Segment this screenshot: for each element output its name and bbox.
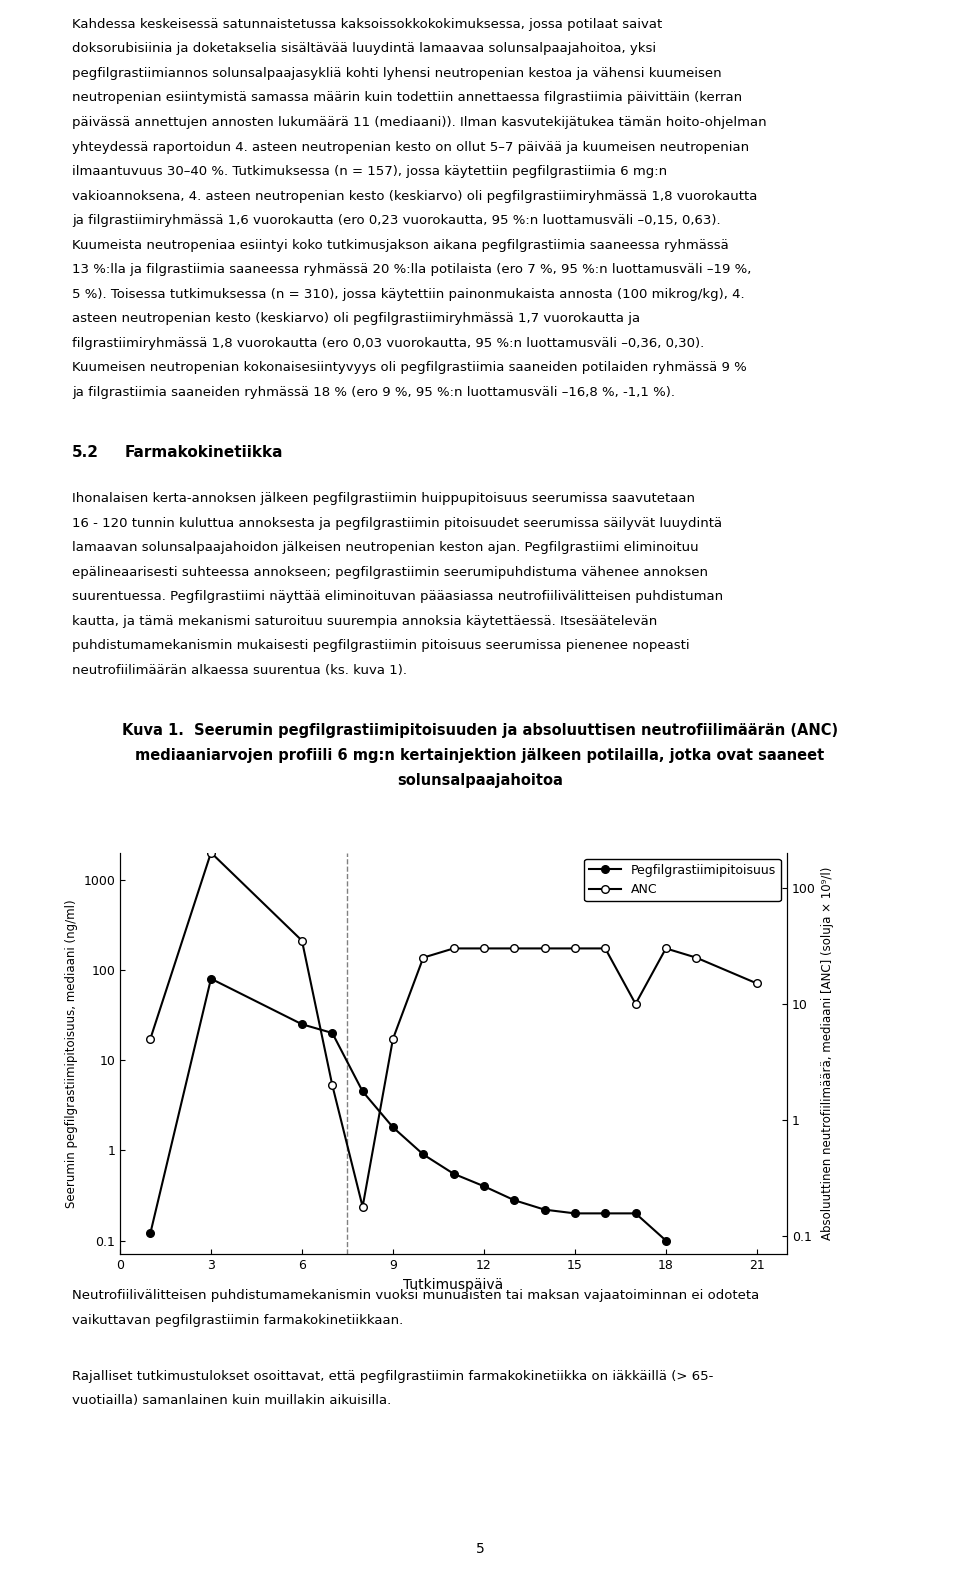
Text: Ihonalaisen kerta-annoksen jälkeen pegfilgrastiimin huippupitoisuus seerumissa s: Ihonalaisen kerta-annoksen jälkeen pegfi… [72,492,695,504]
Text: Rajalliset tutkimustulokset osoittavat, että pegfilgrastiimin farmakokinetiikka : Rajalliset tutkimustulokset osoittavat, … [72,1370,713,1382]
Text: Kuva 1.  Seerumin pegfilgrastiimipitoisuuden ja absoluuttisen neutrofiilimäärän : Kuva 1. Seerumin pegfilgrastiimipitoisuu… [122,723,838,738]
Text: asteen neutropenian kesto (keskiarvo) oli pegfilgrastiimiryhmässä 1,7 vuorokautt: asteen neutropenian kesto (keskiarvo) ol… [72,312,640,325]
Text: solunsalpaajahoitoa: solunsalpaajahoitoa [397,772,563,788]
Text: ilmaantuvuus 30–40 %. Tutkimuksessa (n = 157), jossa käytettiin pegfilgrastiimia: ilmaantuvuus 30–40 %. Tutkimuksessa (n =… [72,165,667,178]
Text: doksorubisiinia ja doketakselia sisältävää luuydintä lamaavaa solunsalpaajahoito: doksorubisiinia ja doketakselia sisältäv… [72,43,656,55]
Text: mediaaniarvojen profiili 6 mg:n kertainjektion jälkeen potilailla, jotka ovat sa: mediaaniarvojen profiili 6 mg:n kertainj… [135,747,825,763]
Text: filgrastiimiryhmässä 1,8 vuorokautta (ero 0,03 vuorokautta, 95 %:n luottamusväli: filgrastiimiryhmässä 1,8 vuorokautta (er… [72,337,705,350]
Text: 13 %:lla ja filgrastiimia saaneessa ryhmässä 20 %:lla potilaista (ero 7 %, 95 %:: 13 %:lla ja filgrastiimia saaneessa ryhm… [72,263,752,276]
Text: Kuumeista neutropeniaa esiintyi koko tutkimusjakson aikana pegfilgrastiimia saan: Kuumeista neutropeniaa esiintyi koko tut… [72,238,729,252]
Text: puhdistumamekanismin mukaisesti pegfilgrastiimin pitoisuus seerumissa pienenee n: puhdistumamekanismin mukaisesti pegfilgr… [72,638,689,652]
Text: lamaavan solunsalpaajahoidon jälkeisen neutropenian keston ajan. Pegfilgrastiimi: lamaavan solunsalpaajahoidon jälkeisen n… [72,541,699,555]
Text: 16 - 120 tunnin kuluttua annoksesta ja pegfilgrastiimin pitoisuudet seerumissa s: 16 - 120 tunnin kuluttua annoksesta ja p… [72,517,722,530]
Text: neutropenian esiintymistä samassa määrin kuin todettiin annettaessa filgrastiimi: neutropenian esiintymistä samassa määrin… [72,91,742,104]
Text: päivässä annettujen annosten lukumäärä 11 (mediaani)). Ilman kasvutekijätukea tä: päivässä annettujen annosten lukumäärä 1… [72,117,767,129]
Text: epälineaarisesti suhteessa annokseen; pegfilgrastiimin seerumipuhdistuma vähenee: epälineaarisesti suhteessa annokseen; pe… [72,566,708,578]
X-axis label: Tutkimuspäivä: Tutkimuspäivä [403,1278,504,1292]
Text: Kahdessa keskeisessä satunnaistetussa kaksoissokkokokimuksessa, jossa potilaat s: Kahdessa keskeisessä satunnaistetussa ka… [72,17,662,32]
Text: pegfilgrastiimiannos solunsalpaajasykliä kohti lyhensi neutropenian kestoa ja vä: pegfilgrastiimiannos solunsalpaajasykliä… [72,66,722,80]
Y-axis label: Seerumin pegfilgrastiimipitoisuus, mediaani (ng/ml): Seerumin pegfilgrastiimipitoisuus, media… [64,900,78,1207]
Legend: Pegfilgrastiimipitoisuus, ANC: Pegfilgrastiimipitoisuus, ANC [585,859,780,901]
Text: kautta, ja tämä mekanismi saturoituu suurempia annoksia käytettäessä. Itsesäätel: kautta, ja tämä mekanismi saturoituu suu… [72,615,658,627]
Text: vaikuttavan pegfilgrastiimin farmakokinetiikkaan.: vaikuttavan pegfilgrastiimin farmakokine… [72,1314,403,1327]
Text: 5.2: 5.2 [72,444,99,460]
Text: suurentuessa. Pegfilgrastiimi näyttää eliminoituvan pääasiassa neutrofiilivälitt: suurentuessa. Pegfilgrastiimi näyttää el… [72,589,723,604]
Text: Farmakokinetiikka: Farmakokinetiikka [125,444,283,460]
Text: neutrofiilimäärän alkaessa suurentua (ks. kuva 1).: neutrofiilimäärän alkaessa suurentua (ks… [72,663,407,676]
Text: Neutrofiilivälitteisen puhdistumamekanismin vuoksi munuaisten tai maksan vajaato: Neutrofiilivälitteisen puhdistumamekanis… [72,1289,759,1302]
Text: Kuumeisen neutropenian kokonaisesiintyvyys oli pegfilgrastiimia saaneiden potila: Kuumeisen neutropenian kokonaisesiintyvy… [72,361,747,374]
Text: vakioannoksena, 4. asteen neutropenian kesto (keskiarvo) oli pegfilgrastiimiryhm: vakioannoksena, 4. asteen neutropenian k… [72,189,757,202]
Text: 5: 5 [475,1541,485,1556]
Text: yhteydessä raportoidun 4. asteen neutropenian kesto on ollut 5–7 päivää ja kuume: yhteydessä raportoidun 4. asteen neutrop… [72,140,749,153]
Text: 5 %). Toisessa tutkimuksessa (n = 310), jossa käytettiin painonmukaista annosta : 5 %). Toisessa tutkimuksessa (n = 310), … [72,287,745,301]
Text: ja filgrastiimia saaneiden ryhmässä 18 % (ero 9 %, 95 %:n luottamusväli –16,8 %,: ja filgrastiimia saaneiden ryhmässä 18 %… [72,386,675,399]
Text: ja filgrastiimiryhmässä 1,6 vuorokautta (ero 0,23 vuorokautta, 95 %:n luottamusv: ja filgrastiimiryhmässä 1,6 vuorokautta … [72,214,721,227]
Text: vuotiailla) samanlainen kuin muillakin aikuisilla.: vuotiailla) samanlainen kuin muillakin a… [72,1395,392,1407]
Y-axis label: Absoluuttinen neutrofiilimäärä, mediaani [ANC] (soluja × 10⁹/l): Absoluuttinen neutrofiilimäärä, mediaani… [822,867,834,1240]
